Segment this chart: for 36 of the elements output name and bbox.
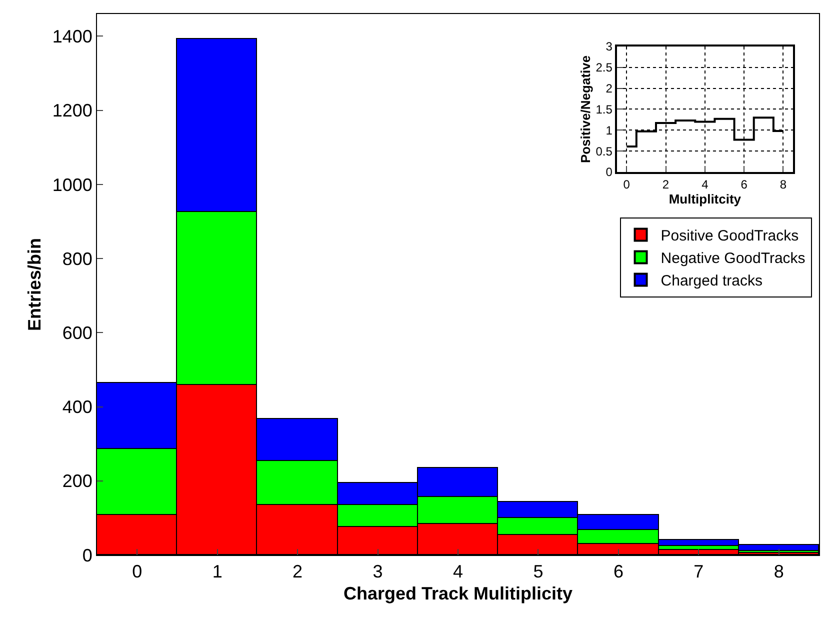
x-axis-title: Charged Track Mulitiplicity (343, 584, 573, 604)
x-tick-label: 6 (740, 177, 748, 192)
y-tick-label: 0 (606, 165, 613, 180)
y-tick-label: 1 (606, 123, 613, 138)
y-tick-label: 1.5 (596, 102, 613, 116)
x-axis-title: Multiplitcity (668, 191, 742, 206)
y-tick-label: 1000 (52, 174, 92, 195)
y-tick-label: 0 (82, 545, 92, 566)
x-tick-label: 7 (694, 562, 704, 582)
x-tick-label: 2 (292, 562, 303, 582)
legend-label: Charged tracks (660, 272, 762, 290)
y-tick-label: 600 (62, 322, 92, 343)
y-tick-label: 400 (62, 397, 92, 418)
y-axis-title: Entries/bin (24, 238, 45, 332)
y-tick-label: 200 (62, 471, 92, 492)
x-tick-label: 6 (613, 562, 624, 582)
x-tick-label: 4 (452, 562, 464, 582)
x-tick-label: 0 (623, 177, 630, 192)
y-tick-label: 3 (606, 40, 613, 54)
x-tick-label: 2 (662, 177, 670, 192)
x-tick-label: 3 (372, 562, 383, 582)
x-tick-label: 0 (132, 562, 142, 582)
x-tick-label: 5 (533, 562, 544, 582)
x-tick-label: 4 (702, 177, 709, 192)
y-tick-label: 1400 (52, 26, 92, 47)
y-tick-label: 2.5 (596, 60, 613, 75)
y-tick-label: 800 (62, 248, 92, 269)
x-tick-label: 8 (780, 177, 787, 192)
x-tick-label: 8 (774, 562, 784, 582)
y-tick-label: 0.5 (596, 144, 613, 158)
x-tick-label: 1 (212, 562, 222, 582)
y-axis-title: Positive/Negative (578, 55, 594, 164)
legend-label: Positive GoodTracks (660, 228, 799, 245)
legend-label: Negative GoodTracks (660, 250, 806, 268)
y-tick-label: 1200 (52, 100, 92, 121)
y-tick-label: 2 (606, 82, 613, 96)
